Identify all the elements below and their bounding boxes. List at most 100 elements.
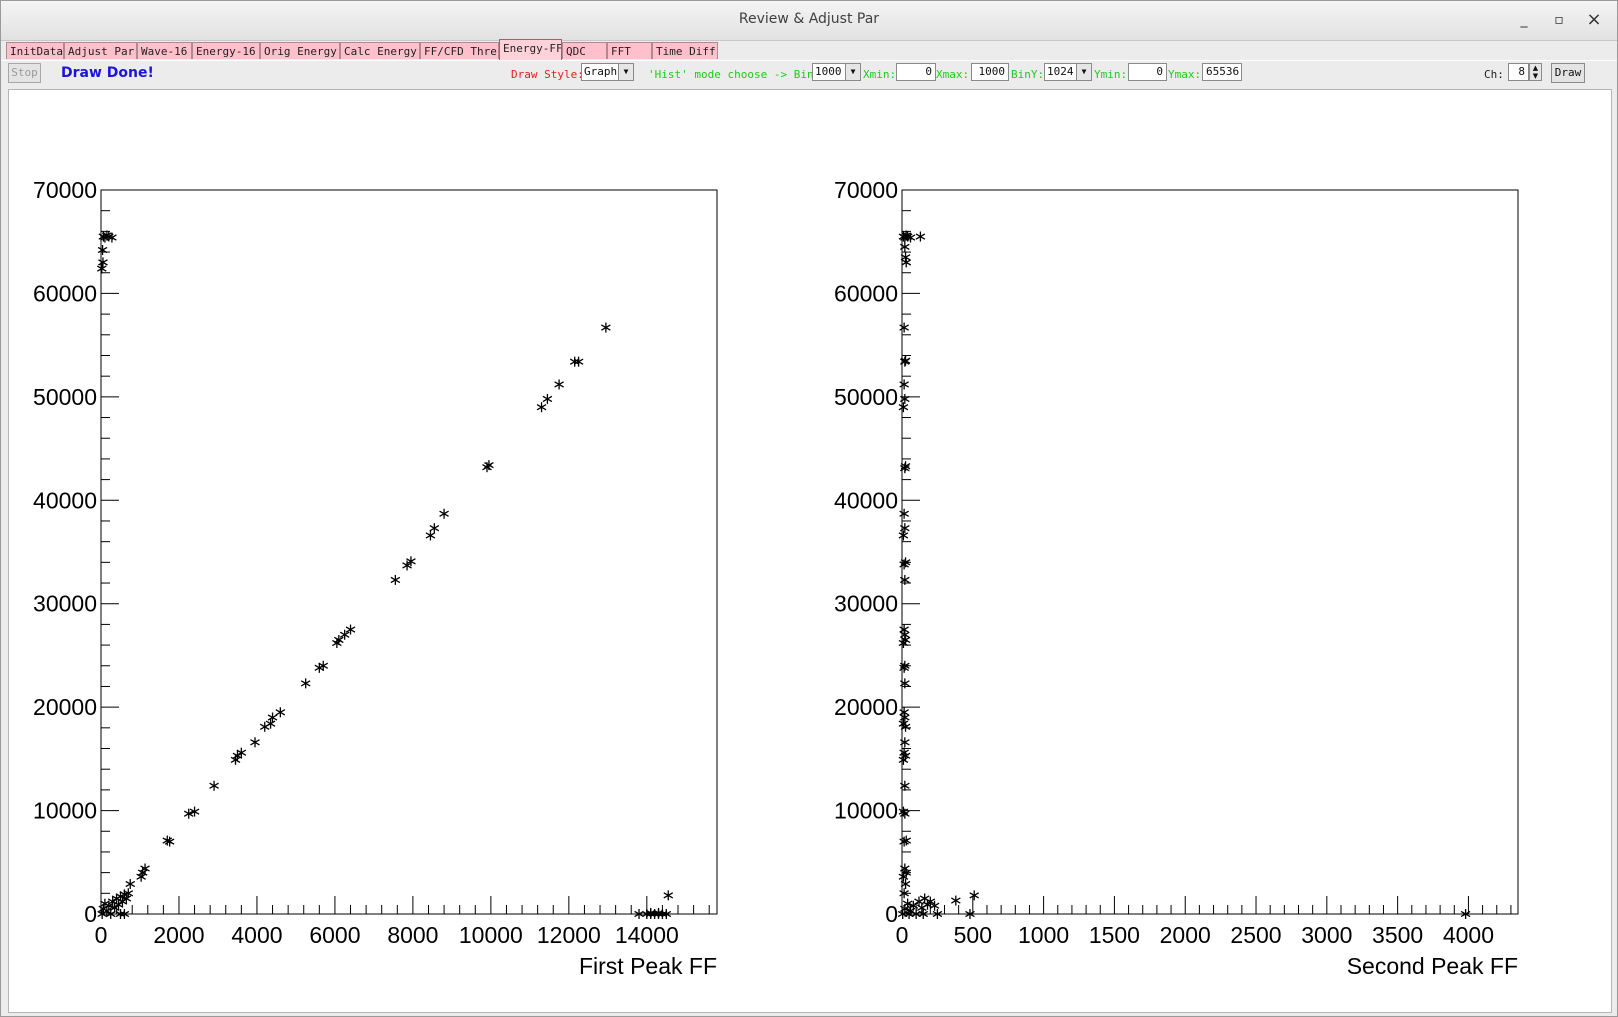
data-point [97,244,108,255]
ymin-label: Ymin: [1094,68,1128,81]
draw-style-value: Graph [584,65,618,78]
y-tick-label: 60000 [33,280,97,306]
data-point [900,393,910,404]
data-point [965,909,975,919]
data-point [898,718,909,729]
chevron-down-icon[interactable]: ▼ [845,64,860,80]
data-point [601,322,611,333]
close-icon[interactable]: × [1586,9,1602,30]
data-point [905,232,916,243]
ch-input[interactable]: 8 [1508,63,1529,81]
data-point [119,909,130,919]
data-point [109,902,120,913]
tab-fft[interactable]: FFT [607,42,652,59]
data-point [98,257,108,268]
draw-style-select[interactable]: Graph ▼ [581,63,634,81]
tab-orig-energy[interactable]: Orig Energy [260,42,340,59]
y-tick-label: 10000 [33,798,97,824]
x-tick-label: 4000 [1443,922,1494,948]
draw-button[interactable]: Draw [1551,63,1585,83]
data-point [950,895,961,906]
maximize-icon[interactable]: ▫ [1554,12,1564,28]
data-point [402,560,412,571]
y-tick-label: 20000 [33,694,97,720]
data-point [117,896,128,907]
xmin-input[interactable]: 0 [896,63,936,81]
x-tick-label: 1500 [1089,922,1140,948]
data-point [189,806,200,817]
ch-stepper[interactable]: ▲ ▼ [1529,63,1542,81]
data-point [275,707,286,718]
stop-button[interactable]: Stop [8,63,41,83]
data-point [653,907,664,918]
tab-adjust-par[interactable]: Adjust Par [64,42,137,59]
y-tick-label: 40000 [834,487,898,513]
data-point [900,574,910,585]
data-point [900,461,911,472]
data-point [900,879,911,890]
y-tick-label: 30000 [33,591,97,617]
minimize-icon[interactable]: _ [1520,12,1528,28]
data-point [663,890,674,901]
tab-ff-cfd-thre[interactable]: FF/CFD Thre [420,42,499,59]
y-tick-label: 40000 [33,487,97,513]
tab-wave-16[interactable]: Wave-16 [137,42,192,59]
y-tick-label: 20000 [834,694,898,720]
data-point [107,232,117,243]
data-point [899,662,909,673]
data-point [113,899,124,910]
data-point [425,530,436,541]
data-point [929,900,940,911]
chevron-down-icon[interactable]: ▼ [618,64,633,80]
tab-energy-ff[interactable]: Energy-FF [499,39,562,60]
data-point [115,909,126,919]
data-point [569,356,580,367]
data-point [439,508,449,519]
plot-canvas[interactable]: 0 2000 4000 6000 8000 10000 12000 14000 0 10000 20… [8,89,1612,1013]
x-tick-label: 12000 [537,922,601,948]
data-point [406,556,416,567]
data-point [645,907,656,918]
x-tick-label: 1000 [1018,922,1069,948]
data-point [96,263,107,274]
data-point [300,678,311,689]
chevron-down-icon[interactable]: ▼ [1076,64,1091,80]
data-point [899,379,909,390]
binx-value: 1000 [815,65,842,78]
tab-calc-energy[interactable]: Calc Energy [340,42,420,59]
data-point [345,624,356,635]
data-point [898,871,909,882]
tab-initdata[interactable]: InitData [6,42,64,59]
data-point [900,712,910,723]
x-tick-label: 14000 [615,922,679,948]
biny-select[interactable]: 1024 ▼ [1044,63,1092,81]
x-tick-label: 500 [954,922,992,948]
ymax-input[interactable]: 65536 [1202,63,1242,81]
x-tick-label: 8000 [387,922,438,948]
data-point [236,747,247,758]
tab-qdc[interactable]: QDC [562,42,607,59]
data-point [125,879,136,890]
y-tick-label: 30000 [834,591,898,617]
x-axis-label: First Peak FF [579,953,717,979]
y-tick-label: 70000 [33,177,97,203]
y-tick-label: 50000 [33,384,97,410]
ymin-input[interactable]: 0 [1128,63,1167,81]
data-point [140,863,150,874]
ch-label: Ch: [1484,68,1504,81]
data-point [925,896,936,907]
y-tick-label: 70000 [834,177,898,203]
title-bar[interactable]: Review & Adjust Par _ ▫ × [1,1,1617,41]
x-tick-label: 10000 [459,922,523,948]
data-point [542,393,553,404]
toolbar: Stop Draw Done! Draw Style: Graph ▼ 'His… [1,60,1617,89]
xmax-input[interactable]: 1000 [971,63,1009,81]
tab-time-diff[interactable]: Time Diff [652,42,718,59]
data-point [183,808,194,819]
tab-energy-16[interactable]: Energy-16 [192,42,260,59]
data-point [164,836,175,847]
data-point [899,508,909,519]
binx-select[interactable]: 1000 ▼ [812,63,861,81]
data-point [901,257,912,268]
